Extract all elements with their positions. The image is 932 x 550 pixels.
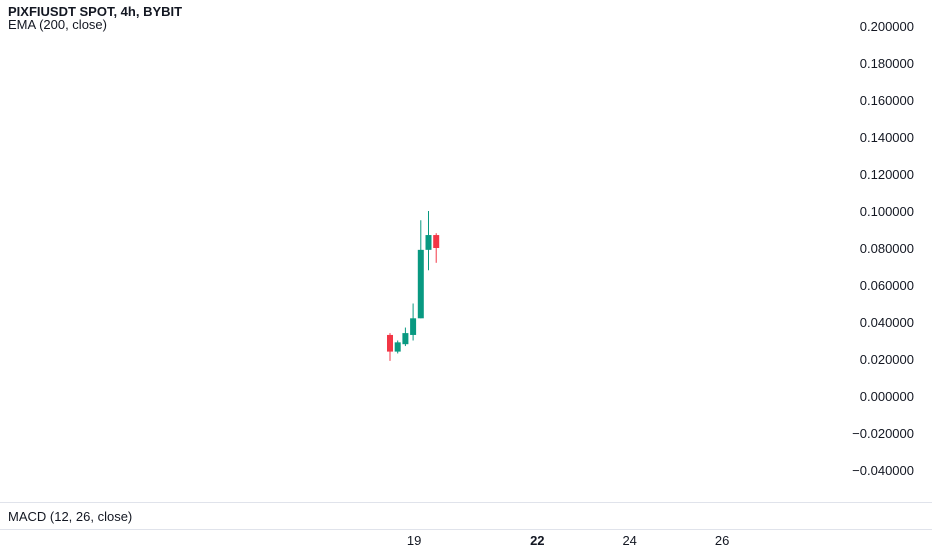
price-tick-label: 0.040000	[860, 315, 914, 330]
price-tick-label: 0.160000	[860, 93, 914, 108]
price-axis: 0.200000 0.180000 0.160000 0.140000 0.120000…	[852, 19, 914, 478]
candles-layer	[387, 211, 440, 361]
price-tick-label: 0.180000	[860, 56, 914, 71]
candle	[417, 220, 424, 319]
pane-divider[interactable]	[0, 502, 932, 503]
price-tick-label: 0.000000	[860, 389, 914, 404]
price-tick-label: 0.100000	[860, 204, 914, 219]
candle-body	[425, 235, 432, 250]
ema-indicator-label[interactable]: EMA (200, close)	[8, 17, 107, 32]
price-tick-label: −0.040000	[852, 463, 914, 478]
price-tick-label: 0.060000	[860, 278, 914, 293]
time-tick-label: 19	[407, 533, 421, 548]
price-tick-label: 0.080000	[860, 241, 914, 256]
axis-divider	[0, 529, 932, 530]
price-tick-label: 0.020000	[860, 352, 914, 367]
candle	[402, 327, 409, 347]
candle	[394, 340, 401, 354]
time-tick-label: 22	[530, 533, 544, 548]
price-tick-label: −0.020000	[852, 426, 914, 441]
candle-body	[433, 235, 440, 248]
candle-body	[417, 249, 424, 319]
candle-body	[387, 334, 393, 352]
price-tick-label: 0.200000	[860, 19, 914, 34]
time-tick-label: 24	[622, 533, 636, 548]
time-axis: 19 22 24 26	[407, 533, 729, 548]
candle-body	[394, 342, 401, 352]
candle	[410, 303, 417, 341]
candle	[387, 333, 393, 361]
price-tick-label: 0.120000	[860, 167, 914, 182]
price-tick-label: 0.140000	[860, 130, 914, 145]
candle-body	[410, 318, 417, 335]
candle	[425, 211, 432, 271]
chart-title[interactable]: PIXFIUSDT SPOT, 4h, BYBIT	[8, 4, 183, 19]
macd-indicator-label[interactable]: MACD (12, 26, close)	[8, 509, 133, 524]
candle	[433, 233, 440, 263]
candle-body	[402, 333, 409, 345]
time-tick-label: 26	[715, 533, 729, 548]
